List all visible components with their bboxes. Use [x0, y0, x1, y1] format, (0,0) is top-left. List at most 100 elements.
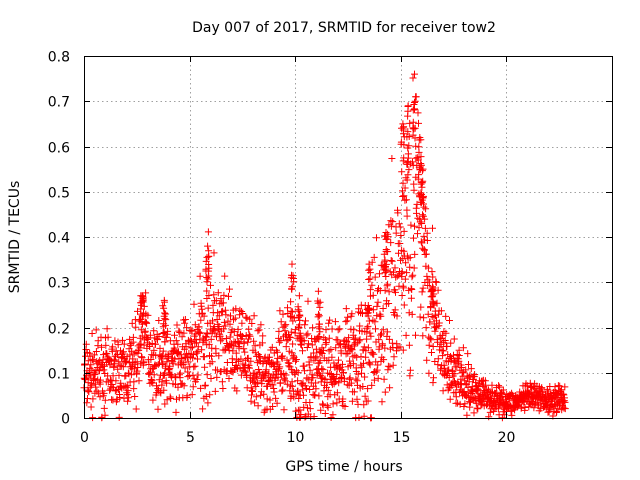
data-point: [439, 352, 446, 359]
data-point: [226, 286, 233, 293]
data-point: [98, 344, 105, 351]
data-point: [256, 326, 263, 333]
data-point: [429, 225, 436, 232]
data-point: [184, 373, 191, 380]
data-point: [332, 318, 339, 325]
data-point: [207, 282, 214, 289]
data-point: [325, 387, 332, 394]
data-point: [93, 326, 100, 333]
data-point: [276, 339, 283, 346]
data-point: [368, 282, 375, 289]
y-tick-labels: 00.10.20.30.40.50.60.70.8: [48, 50, 70, 428]
data-point: [362, 354, 369, 361]
data-point: [401, 302, 408, 309]
y-tick-label: 0: [61, 412, 70, 428]
data-point: [387, 239, 394, 246]
data-point: [276, 307, 283, 314]
data-point: [410, 235, 417, 242]
data-point: [362, 393, 369, 400]
data-point: [174, 322, 181, 329]
data-point: [417, 314, 424, 321]
data-point: [316, 325, 323, 332]
data-point: [347, 374, 354, 381]
data-point: [193, 350, 200, 357]
data-point: [259, 332, 266, 339]
data-point: [326, 317, 333, 324]
data-point: [315, 288, 322, 295]
data-point: [246, 331, 253, 338]
data-point: [288, 314, 295, 321]
data-point: [415, 120, 422, 127]
data-point: [279, 387, 286, 394]
data-point: [271, 389, 278, 396]
data-point: [278, 388, 285, 395]
data-point: [392, 264, 399, 271]
data-point: [471, 409, 478, 416]
data-point: [195, 343, 202, 350]
data-point: [311, 392, 318, 399]
data-point: [393, 340, 400, 347]
data-point: [423, 357, 430, 364]
data-point: [296, 292, 303, 299]
data-point: [351, 388, 358, 395]
data-point: [388, 257, 395, 264]
data-point: [302, 317, 309, 324]
data-point: [129, 320, 136, 327]
data-point: [446, 317, 453, 324]
data-point: [304, 330, 311, 337]
data-point: [412, 93, 419, 100]
data-point: [409, 272, 416, 279]
data-point: [423, 324, 430, 331]
data-point: [280, 311, 287, 318]
data-point: [161, 338, 168, 345]
y-tick-label: 0.3: [48, 276, 70, 292]
data-point: [406, 342, 413, 349]
data-point: [425, 370, 432, 377]
data-point: [375, 299, 382, 306]
data-point: [139, 354, 146, 361]
data-point: [440, 387, 447, 394]
data-point: [379, 398, 386, 405]
data-point: [201, 353, 208, 360]
data-point: [257, 321, 264, 328]
data-point: [230, 316, 237, 323]
data-point: [89, 330, 96, 337]
data-point: [227, 334, 234, 341]
data-point: [422, 225, 429, 232]
data-point: [272, 395, 279, 402]
data-point: [464, 350, 471, 357]
data-point: [432, 312, 439, 319]
data-point: [248, 398, 255, 405]
y-tick-label: 0.1: [48, 367, 70, 383]
data-point: [195, 372, 202, 379]
data-point: [225, 293, 232, 300]
data-point: [324, 402, 331, 409]
data-point: [219, 378, 226, 385]
data-point: [375, 375, 382, 382]
data-point: [410, 125, 417, 132]
data-point: [442, 313, 449, 320]
data-point: [102, 342, 109, 349]
data-point: [204, 254, 211, 261]
data-point: [155, 406, 162, 413]
data-point: [212, 388, 219, 395]
data-point: [384, 281, 391, 288]
data-point: [123, 384, 130, 391]
data-point: [295, 369, 302, 376]
data-point: [161, 297, 168, 304]
data-point: [204, 243, 211, 250]
data-point: [409, 273, 416, 280]
data-point: [287, 298, 294, 305]
data-point: [419, 288, 426, 295]
data-point: [323, 326, 330, 333]
x-tick-label: 20: [498, 430, 516, 446]
data-point: [401, 228, 408, 235]
data-point: [322, 410, 329, 417]
data-point: [327, 346, 334, 353]
data-point: [432, 328, 439, 335]
data-point: [85, 388, 92, 395]
y-tick-label: 0.6: [48, 141, 70, 157]
data-point: [374, 303, 381, 310]
data-point: [305, 340, 312, 347]
data-point: [297, 337, 304, 344]
